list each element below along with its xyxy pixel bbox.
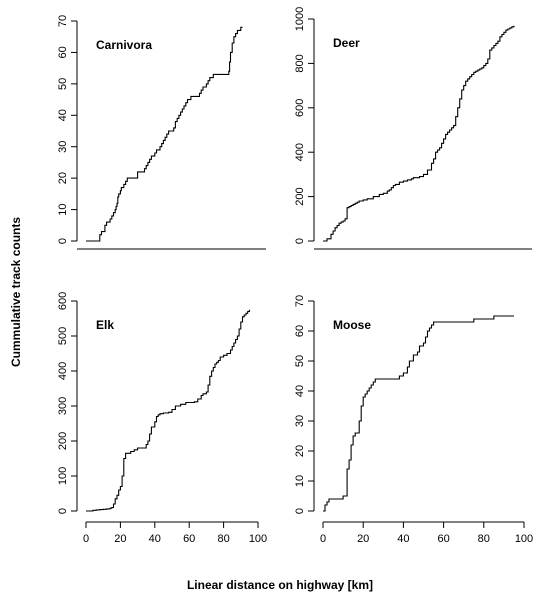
y-tick-label: 300 <box>57 397 69 415</box>
x-tick-label: 40 <box>149 533 161 545</box>
y-tick-label: 10 <box>294 475 306 487</box>
series-line-elk <box>86 309 250 512</box>
y-tick-label: 20 <box>57 172 69 184</box>
y-tick-label: 0 <box>294 238 306 244</box>
y-tick-label: 20 <box>294 445 306 457</box>
panel-title: Elk <box>96 318 114 332</box>
y-tick-label: 40 <box>57 109 69 121</box>
y-tick-label: 400 <box>294 143 306 161</box>
y-tick-label: 200 <box>57 432 69 450</box>
y-tick-label: 60 <box>294 325 306 337</box>
y-tick-label: 600 <box>57 292 69 310</box>
x-tick-label: 20 <box>114 533 126 545</box>
series-line-carnivora <box>86 26 243 242</box>
y-tick-label: 200 <box>294 187 306 205</box>
x-tick-label: 20 <box>357 533 369 545</box>
y-tick-label: 600 <box>294 99 306 117</box>
panel-moose: 0 10 20 30 40 50 60 70 0 20 40 60 80 100 Moose <box>294 295 533 545</box>
series-line-deer <box>323 25 515 242</box>
x-tick-label: 60 <box>437 533 449 545</box>
y-tick-label: 70 <box>57 15 69 27</box>
y-tick-label: 40 <box>294 385 306 397</box>
x-tick-label: 0 <box>83 533 89 545</box>
panel-elk: 0 100 200 300 400 500 600 0 20 40 60 80 100 Elk <box>57 292 267 545</box>
panel-deer: 0 200 400 600 800 1000 Deer <box>294 7 532 250</box>
y-tick-label: 100 <box>57 467 69 485</box>
y-tick-label: 60 <box>57 46 69 58</box>
y-tick-label: 0 <box>294 508 306 514</box>
x-tick-label: 80 <box>478 533 490 545</box>
chart-panels: 010203040506070Carnivora0200400600800100… <box>57 7 533 545</box>
y-tick-label: 400 <box>57 362 69 380</box>
y-tick-label: 50 <box>294 355 306 367</box>
x-axis-title: Linear distance on highway [km] <box>187 578 373 592</box>
x-tick-label: 40 <box>397 533 409 545</box>
y-tick-label: 500 <box>57 327 69 345</box>
x-tick-label: 80 <box>217 533 229 545</box>
panel-title: Deer <box>333 36 360 50</box>
panel-title: Carnivora <box>96 38 152 52</box>
x-tick-label: 60 <box>183 533 195 545</box>
x-tick-label: 0 <box>320 533 326 545</box>
x-tick-label: 100 <box>515 533 533 545</box>
y-tick-label: 70 <box>294 295 306 307</box>
y-tick-label: 0 <box>57 238 69 244</box>
panel-title: Moose <box>333 318 371 332</box>
y-tick-label: 1000 <box>294 7 306 31</box>
y-tick-label: 800 <box>294 54 306 72</box>
panel-carnivora: 0 10 20 30 40 50 60 70 Carnivora <box>57 15 266 250</box>
x-tick-label: 100 <box>249 533 267 545</box>
y-tick-label: 30 <box>57 141 69 153</box>
y-tick-label: 30 <box>294 415 306 427</box>
series-line-moose <box>323 315 514 512</box>
y-axis-title: Cummulative track counts <box>9 217 23 367</box>
y-tick-label: 0 <box>57 508 69 514</box>
y-tick-label: 10 <box>57 203 69 215</box>
y-tick-label: 50 <box>57 78 69 90</box>
